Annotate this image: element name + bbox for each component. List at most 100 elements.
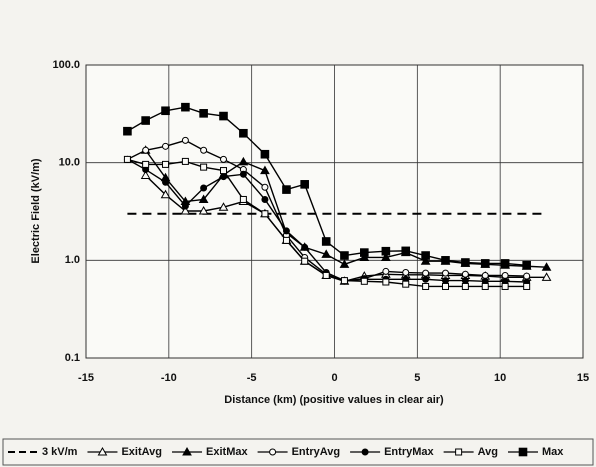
y-tick-label: 100.0 bbox=[52, 59, 80, 71]
x-tick-label: 15 bbox=[577, 372, 589, 384]
marker bbox=[522, 260, 531, 270]
marker bbox=[380, 252, 391, 261]
marker bbox=[260, 149, 270, 159]
marker bbox=[361, 448, 369, 456]
marker bbox=[282, 227, 290, 235]
marker bbox=[360, 277, 368, 285]
marker bbox=[162, 142, 170, 150]
marker bbox=[239, 128, 248, 138]
marker bbox=[402, 269, 410, 277]
marker bbox=[218, 202, 229, 211]
x-tick-label: 0 bbox=[331, 372, 337, 384]
marker bbox=[382, 278, 390, 286]
marker bbox=[441, 277, 449, 285]
legend-label: Max bbox=[542, 446, 564, 458]
marker bbox=[239, 195, 247, 203]
marker bbox=[282, 185, 291, 194]
marker bbox=[181, 102, 190, 112]
marker bbox=[481, 282, 489, 290]
marker bbox=[200, 163, 208, 171]
marker bbox=[461, 270, 469, 278]
marker bbox=[441, 256, 450, 265]
marker bbox=[260, 165, 270, 175]
marker bbox=[220, 167, 228, 175]
marker bbox=[181, 202, 189, 210]
marker bbox=[160, 189, 171, 199]
marker bbox=[339, 259, 350, 268]
y-axis-label: Electric Field (kV/m) bbox=[30, 158, 42, 263]
marker bbox=[123, 126, 132, 136]
marker bbox=[238, 156, 249, 166]
marker bbox=[261, 183, 269, 191]
marker bbox=[162, 160, 170, 168]
x-tick-label: 5 bbox=[414, 372, 420, 384]
marker bbox=[461, 258, 470, 267]
marker bbox=[200, 146, 208, 154]
marker bbox=[239, 170, 247, 178]
marker bbox=[269, 448, 277, 456]
x-axis-label: Distance (km) (positive values in clear … bbox=[224, 394, 444, 406]
marker bbox=[282, 236, 290, 244]
marker bbox=[182, 446, 192, 456]
marker bbox=[219, 111, 228, 121]
marker bbox=[523, 272, 531, 280]
marker bbox=[181, 136, 189, 144]
marker bbox=[381, 246, 391, 256]
marker bbox=[161, 106, 170, 116]
legend-label: EntryMax bbox=[384, 446, 434, 458]
legend-label: Avg bbox=[478, 446, 498, 458]
x-tick-label: -15 bbox=[78, 372, 94, 384]
marker bbox=[401, 246, 411, 256]
marker bbox=[261, 210, 269, 218]
marker bbox=[301, 243, 309, 251]
marker bbox=[220, 155, 228, 163]
marker bbox=[142, 160, 150, 168]
legend-label: EntryAvg bbox=[292, 446, 341, 458]
marker bbox=[518, 447, 528, 457]
marker bbox=[359, 252, 370, 261]
marker bbox=[422, 269, 430, 277]
marker bbox=[198, 194, 209, 203]
legend-box bbox=[2, 438, 594, 466]
marker bbox=[181, 157, 189, 165]
marker bbox=[480, 259, 490, 268]
legend-label: ExitMax bbox=[206, 446, 248, 458]
marker bbox=[141, 116, 150, 125]
marker bbox=[402, 280, 410, 288]
marker bbox=[422, 282, 430, 290]
marker bbox=[142, 146, 150, 154]
marker bbox=[322, 271, 330, 279]
marker bbox=[481, 271, 489, 279]
marker bbox=[340, 277, 348, 285]
marker bbox=[501, 282, 509, 290]
marker bbox=[541, 272, 552, 281]
marker bbox=[422, 275, 430, 283]
marker bbox=[455, 448, 463, 456]
marker bbox=[200, 184, 208, 192]
marker bbox=[541, 262, 552, 271]
marker bbox=[340, 251, 349, 260]
y-tick-label: 1.0 bbox=[65, 254, 80, 266]
marker bbox=[162, 178, 170, 186]
marker bbox=[461, 277, 469, 285]
marker bbox=[420, 256, 431, 265]
marker bbox=[198, 205, 209, 215]
marker bbox=[321, 237, 331, 246]
marker bbox=[421, 251, 430, 260]
marker bbox=[123, 155, 131, 163]
x-tick-label: 10 bbox=[494, 372, 506, 384]
x-tick-label: -5 bbox=[247, 372, 257, 384]
legend-label: 3 kV/m bbox=[42, 446, 78, 458]
marker bbox=[301, 257, 309, 265]
marker bbox=[97, 446, 108, 456]
marker bbox=[441, 269, 449, 277]
marker bbox=[140, 170, 151, 179]
marker bbox=[261, 195, 269, 203]
marker bbox=[500, 259, 510, 268]
marker bbox=[501, 271, 509, 279]
y-tick-label: 10.0 bbox=[59, 157, 80, 169]
marker bbox=[300, 180, 309, 189]
legend-label: ExitAvg bbox=[121, 446, 162, 458]
y-tick-label: 0.1 bbox=[65, 352, 80, 364]
marker bbox=[441, 282, 449, 290]
